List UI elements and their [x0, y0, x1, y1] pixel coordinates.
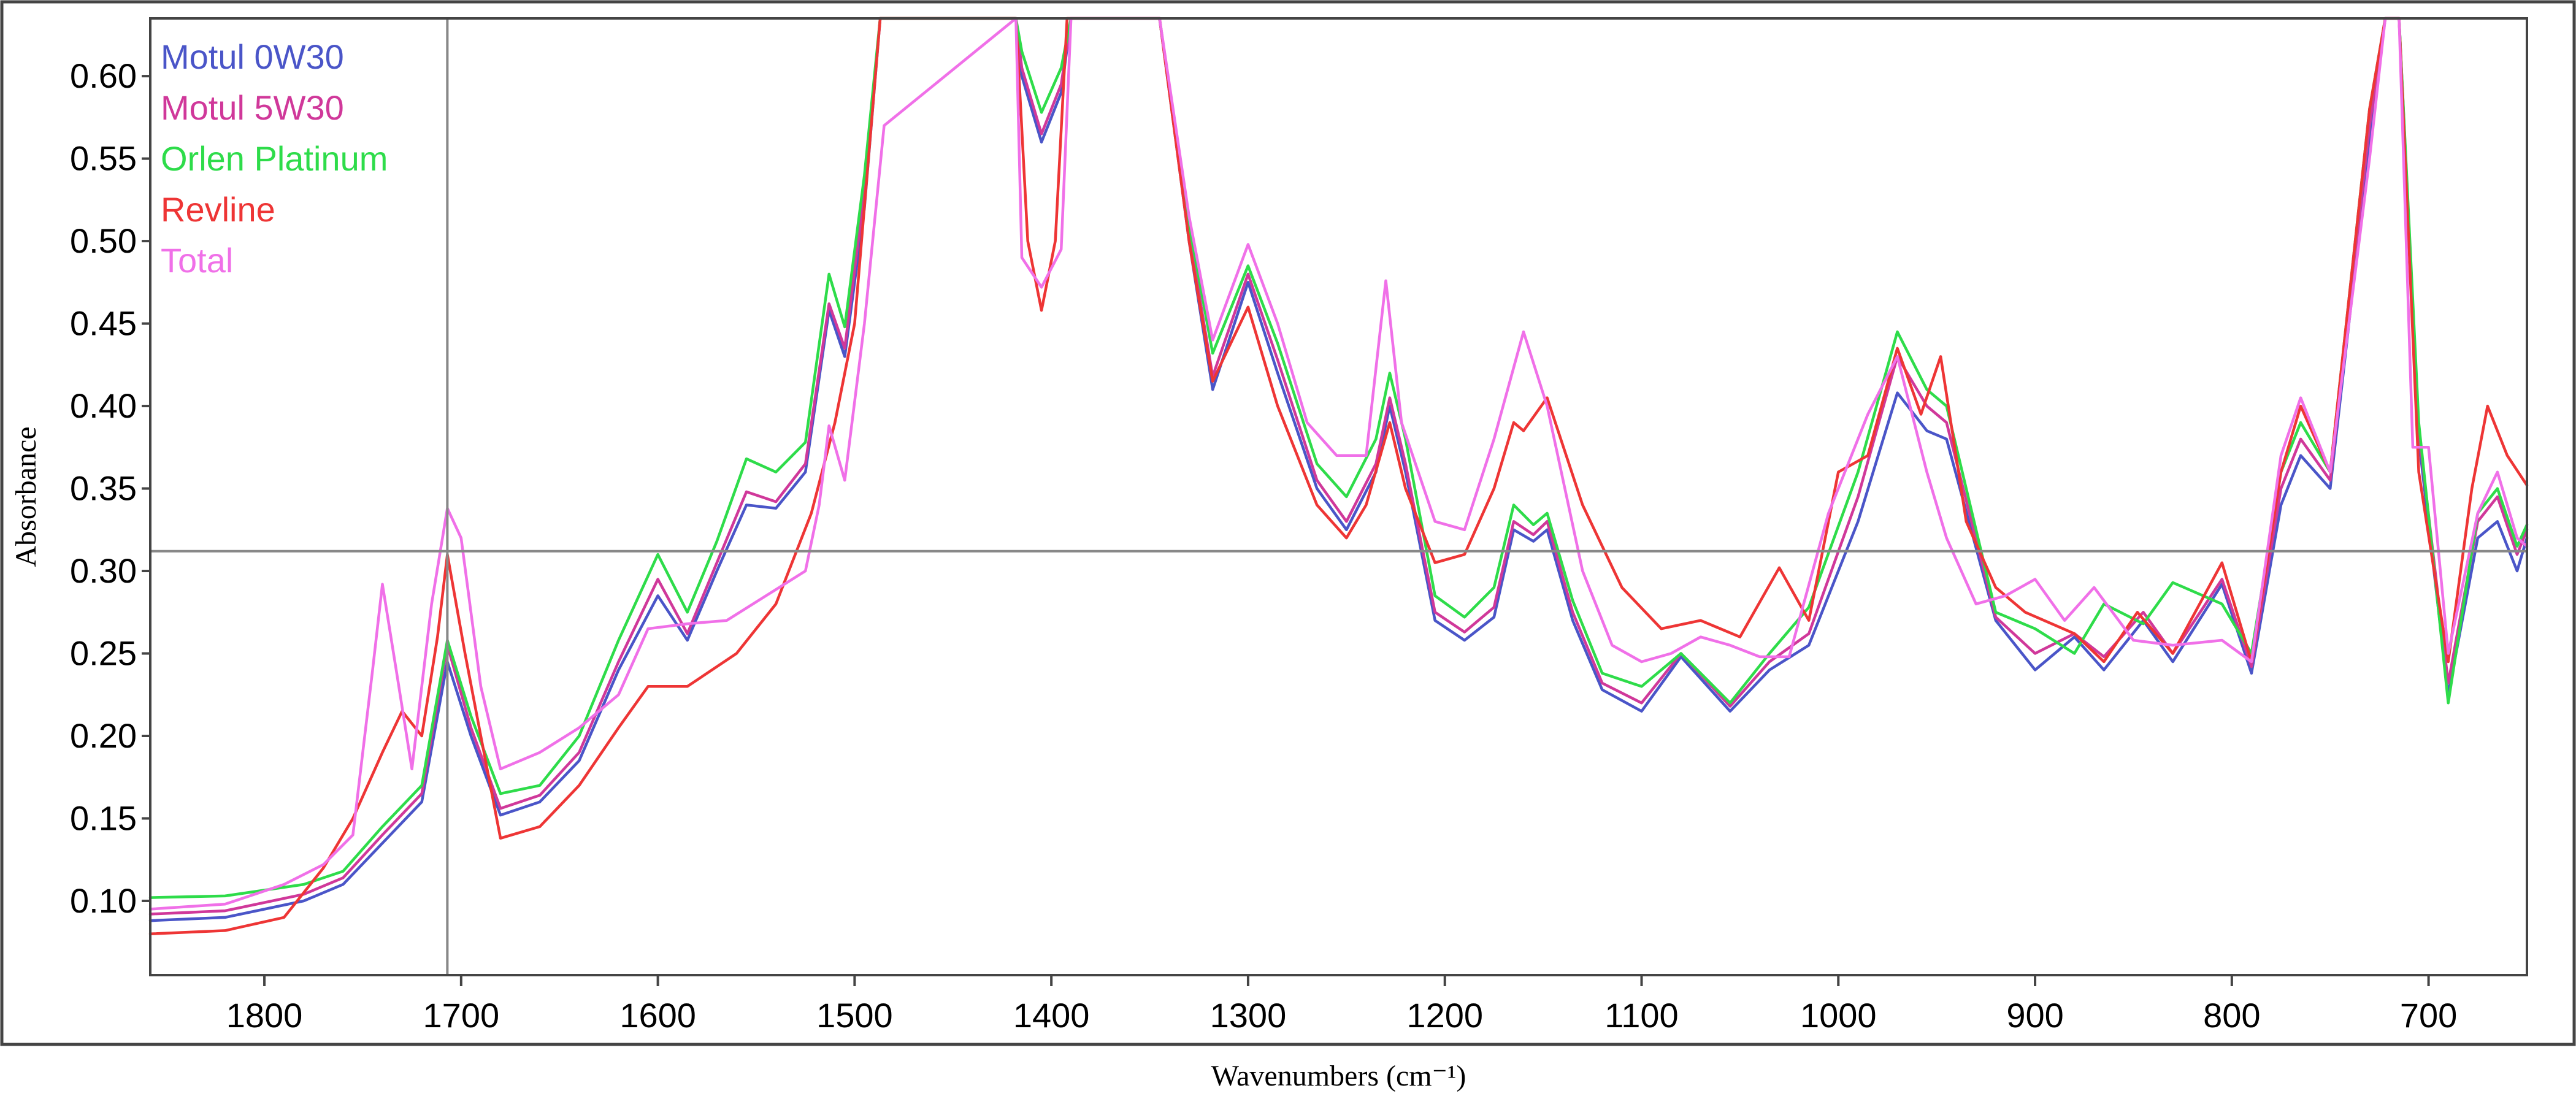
series-line-total: [148, 17, 2529, 911]
y-tick-label: 0.30: [70, 551, 137, 590]
legend-entry: Motul 0W30: [161, 37, 344, 76]
x-axis-ticks: 1800 1700 1600 1500 1400 1300 1200 1100 1000 900 8…: [226, 975, 2457, 1035]
y-tick-label: 0.20: [70, 716, 137, 755]
x-tick-label: 1800: [226, 996, 303, 1035]
x-tick-label: 1500: [816, 996, 893, 1035]
series-line-motul-5w30: [148, 17, 2529, 916]
y-tick-label: 0.60: [70, 56, 137, 95]
x-axis-title: Wavenumbers (cm⁻¹): [1211, 1060, 1466, 1092]
y-tick-label: 0.15: [70, 798, 137, 837]
y-axis-title: Absorbance: [10, 426, 42, 567]
series-lines: [148, 17, 2529, 936]
legend-entry: Revline: [161, 190, 275, 229]
legend-entry: Orlen Platinum: [161, 139, 388, 178]
x-tick-label: 1100: [1604, 996, 1678, 1035]
x-tick-label: 1300: [1210, 996, 1287, 1035]
series-line-revline: [148, 17, 2529, 936]
y-tick-label: 0.40: [70, 386, 137, 425]
x-tick-label: 1700: [423, 996, 500, 1035]
y-tick-label: 0.25: [70, 634, 137, 673]
x-tick-label: 700: [2400, 996, 2457, 1035]
legend-entry: Motul 5W30: [161, 88, 344, 127]
x-tick-label: 1600: [619, 996, 696, 1035]
x-tick-label: 1000: [1800, 996, 1877, 1035]
y-tick-label: 0.50: [70, 221, 137, 260]
y-axis-ticks: 0.10 0.15 0.20 0.25 0.30 0.35 0.40 0.45 0.50 0.55…: [70, 56, 150, 920]
legend: Motul 0W30 Motul 5W30 Orlen Platinum Revlin…: [161, 37, 388, 280]
y-tick-label: 0.45: [70, 304, 137, 343]
outer-frame: [0, 0, 2576, 1046]
plot-area-frame: [149, 17, 2528, 976]
x-tick-label: 800: [2203, 996, 2260, 1035]
x-tick-label: 1200: [1406, 996, 1483, 1035]
y-tick-label: 0.10: [70, 881, 137, 920]
x-tick-label: 1400: [1013, 996, 1090, 1035]
x-tick-label: 900: [2006, 996, 2063, 1035]
y-tick-label: 0.55: [70, 139, 137, 178]
y-tick-label: 0.35: [70, 469, 137, 508]
legend-entry: Total: [161, 241, 233, 280]
